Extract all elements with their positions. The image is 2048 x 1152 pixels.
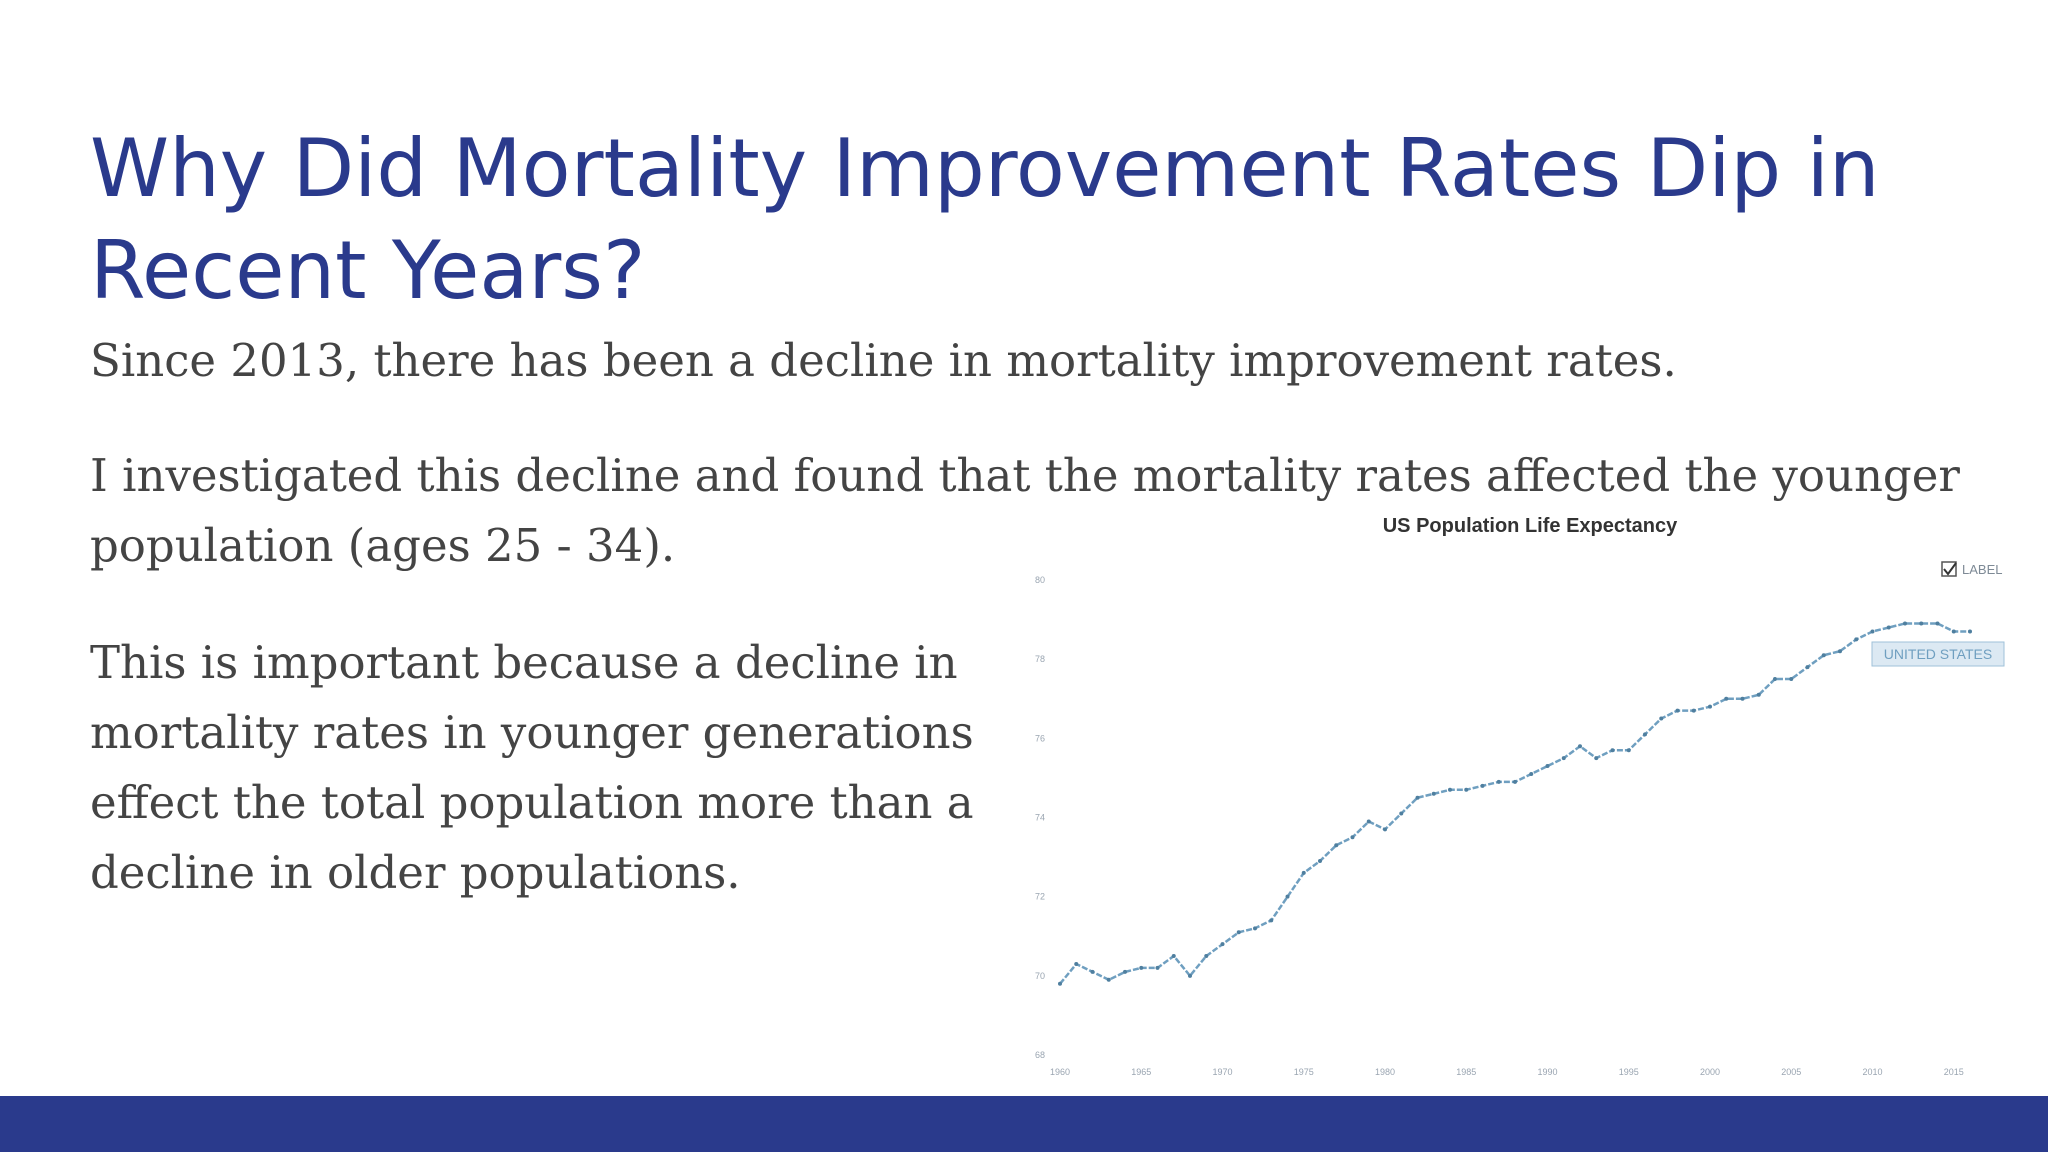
data-point [1350,835,1355,840]
data-point [1269,918,1274,923]
paragraph-investigation: I investigated this decline and found th… [90,449,1960,572]
data-point [1236,930,1241,935]
series-united-states [1058,621,1972,986]
data-point [1821,653,1826,658]
data-point [1204,954,1209,959]
x-tick-label: 1995 [1619,1067,1639,1077]
data-point [1675,708,1680,713]
data-point [1935,621,1940,626]
data-point [1951,629,1956,634]
data-point [1659,716,1664,721]
y-tick-label: 74 [1035,813,1045,823]
data-point [1919,621,1924,626]
data-point [1253,926,1257,931]
data-point [1529,771,1534,776]
data-point [1805,665,1810,670]
data-point [1058,981,1062,986]
data-point [1626,748,1631,753]
data-point [1903,621,1907,626]
legend-label: LABEL [1962,562,2002,577]
paragraph-importance: This is important because a decline in m… [90,636,974,899]
footer-bar [0,1096,2048,1152]
data-point [1480,783,1485,788]
slide-title: Why Did Mortality Improvement Rates Dip … [90,122,1880,317]
series-line [1059,622,1970,985]
data-point [1301,870,1306,875]
data-point [1838,649,1842,654]
x-tick-label: 1985 [1456,1067,1476,1077]
data-point [1464,787,1469,792]
y-tick-label: 68 [1035,1050,1045,1060]
data-point [1431,791,1436,796]
data-point [1854,637,1859,642]
series-label-box: UNITED STATES [1871,641,2005,667]
data-point [1513,779,1517,784]
data-point [1740,696,1745,701]
y-tick-label: 76 [1035,733,1045,743]
data-point [1594,756,1599,761]
data-point [1691,708,1696,713]
x-tick-label: 1960 [1050,1067,1070,1077]
data-point [1773,676,1777,681]
data-point [1724,696,1729,701]
data-point [1708,704,1712,709]
y-tick-label: 80 [1035,575,1045,585]
data-point [1188,973,1192,978]
paragraph-decline-since-2013: Since 2013, there has been a decline in … [90,334,1677,387]
data-point [1171,954,1176,959]
data-point [1870,629,1875,634]
x-tick-label: 2010 [1862,1067,1882,1077]
data-point [1334,843,1339,848]
x-axis-ticks: 1960 1965 1970 1975 1980 1985 1990 1995 2000 2005… [1050,1067,1964,1077]
x-tick-label: 1975 [1294,1067,1314,1077]
data-point [1756,692,1761,697]
data-point [1383,827,1387,832]
data-point [1285,894,1290,899]
data-point [1578,744,1582,749]
x-tick-label: 2000 [1700,1067,1720,1077]
y-axis-ticks: 68 70 72 74 76 78 80 [1035,575,1045,1060]
data-point [1968,629,1972,634]
data-point [1090,969,1095,974]
data-point [1415,795,1420,800]
check-icon [1943,562,1957,576]
series-label-text: UNITED STATES [1884,646,1992,662]
data-point [1074,961,1079,966]
data-point [1496,779,1501,784]
x-tick-label: 1980 [1375,1067,1395,1077]
data-point [1448,787,1452,792]
data-point [1789,676,1794,681]
data-point [1318,859,1322,864]
life-expectancy-chart: US Population Life Expectancy LABEL 68 70… [1010,510,2048,1096]
data-point [1366,819,1371,824]
x-tick-label: 1990 [1537,1067,1557,1077]
data-point [1561,756,1566,761]
data-point [1643,732,1647,737]
y-tick-label: 70 [1035,971,1045,981]
chart-svg: US Population Life Expectancy LABEL 68 70… [1035,515,2005,1077]
series-label-box-bg [1871,641,2005,667]
data-point [1123,969,1127,974]
data-point [1610,748,1615,753]
y-tick-label: 78 [1035,654,1045,664]
x-tick-label: 2015 [1944,1067,1964,1077]
x-tick-label: 2005 [1781,1067,1801,1077]
data-point [1155,965,1160,970]
data-point [1399,811,1404,816]
data-point [1220,942,1225,947]
x-tick-label: 1970 [1212,1067,1232,1077]
data-point [1545,764,1550,769]
data-point [1886,625,1891,630]
x-tick-label: 1965 [1131,1067,1151,1077]
data-point [1106,977,1111,982]
y-tick-label: 72 [1035,892,1045,902]
chart-title: US Population Life Expectancy [1383,515,1678,537]
legend[interactable]: LABEL [1941,561,2002,577]
legend-checkbox[interactable] [1941,561,1957,577]
data-point [1139,965,1144,970]
